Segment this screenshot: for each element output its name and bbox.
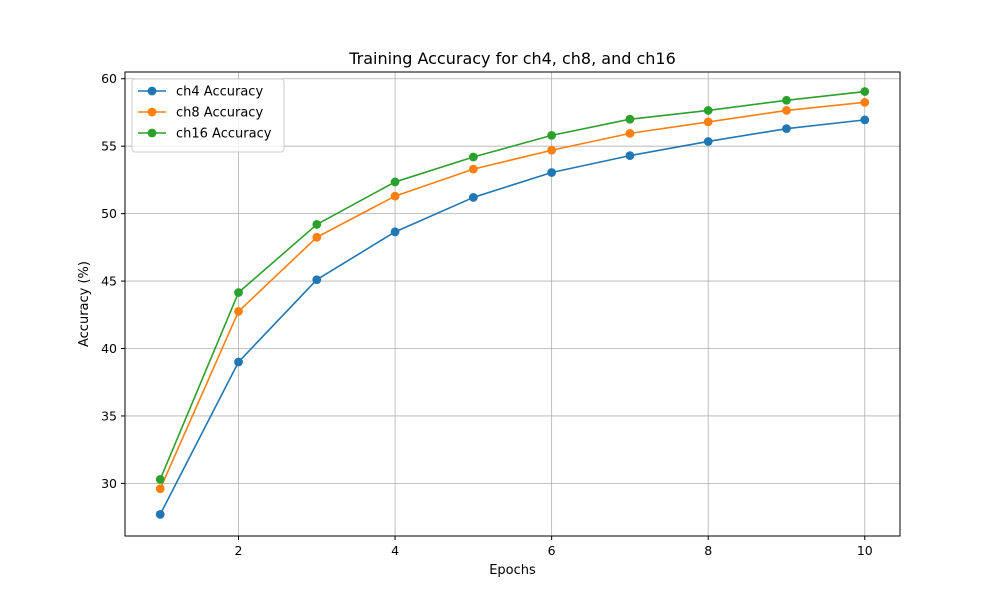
legend-item: ch8 Accuracy bbox=[138, 106, 263, 121]
legend-box bbox=[131, 78, 285, 153]
legend: ch4 Accuracy ch8 Accuracy ch16 Accuracy bbox=[131, 78, 285, 153]
y-tick-label: 40 bbox=[101, 341, 117, 356]
data-point bbox=[860, 115, 870, 125]
y-tick-label: 55 bbox=[101, 139, 117, 154]
series-layer bbox=[155, 87, 870, 519]
data-point bbox=[860, 97, 870, 107]
legend-label: ch4 Accuracy bbox=[176, 85, 263, 100]
data-point bbox=[312, 220, 322, 229]
y-tick-label: 60 bbox=[101, 71, 117, 86]
series-line bbox=[159, 90, 865, 480]
series-line bbox=[159, 119, 865, 515]
data-point bbox=[782, 106, 791, 115]
data-point bbox=[155, 484, 165, 494]
x-tick-label: 10 bbox=[857, 543, 873, 558]
legend-marker bbox=[147, 107, 157, 117]
data-point bbox=[468, 152, 478, 162]
data-point bbox=[625, 114, 635, 124]
legend-label: ch8 Accuracy bbox=[176, 106, 263, 121]
legend-label: ch16 Accuracy bbox=[176, 127, 272, 142]
legend-marker bbox=[147, 86, 157, 96]
x-tick-label: 2 bbox=[235, 543, 243, 558]
data-point bbox=[860, 87, 870, 96]
series-2 bbox=[155, 97, 870, 494]
data-point bbox=[155, 510, 165, 519]
x-axis-label: Epochs bbox=[489, 563, 536, 578]
data-point bbox=[468, 164, 478, 174]
series-1 bbox=[155, 115, 870, 519]
data-point bbox=[547, 168, 557, 177]
y-axis-label: Accuracy (%) bbox=[77, 261, 92, 347]
data-point bbox=[155, 474, 165, 484]
data-point bbox=[312, 275, 322, 285]
data-point bbox=[234, 288, 243, 297]
data-point bbox=[625, 151, 635, 161]
data-point bbox=[547, 130, 557, 140]
data-point bbox=[468, 193, 478, 202]
chart-title: Training Accuracy for ch4, ch8, and ch16 bbox=[348, 49, 676, 68]
legend-marker bbox=[147, 128, 157, 138]
data-point bbox=[625, 128, 635, 138]
series-3 bbox=[155, 87, 870, 484]
axis-ticks: 2 4 6 8 10 30 35 40 45 50 55 60 bbox=[101, 71, 873, 558]
x-tick-label: 8 bbox=[704, 543, 712, 558]
data-point bbox=[390, 177, 400, 187]
data-point bbox=[703, 137, 713, 146]
y-tick-label: 35 bbox=[101, 408, 117, 423]
series-line bbox=[159, 101, 865, 490]
data-point bbox=[782, 95, 791, 105]
y-tick-label: 45 bbox=[101, 274, 117, 289]
data-point bbox=[390, 227, 400, 237]
data-point bbox=[234, 357, 243, 367]
plot-area-frame bbox=[124, 71, 901, 537]
data-point bbox=[547, 145, 557, 155]
data-point bbox=[782, 124, 791, 134]
data-point bbox=[234, 307, 243, 316]
data-point bbox=[703, 106, 713, 115]
legend-item: ch4 Accuracy bbox=[138, 85, 263, 100]
x-tick-label: 6 bbox=[548, 543, 556, 558]
data-point bbox=[312, 232, 322, 242]
data-point bbox=[390, 191, 400, 201]
y-tick-label: 30 bbox=[101, 476, 117, 491]
x-tick-label: 4 bbox=[391, 543, 399, 558]
data-point bbox=[703, 117, 713, 127]
legend-item: ch16 Accuracy bbox=[138, 127, 272, 142]
y-tick-label: 50 bbox=[101, 206, 117, 221]
